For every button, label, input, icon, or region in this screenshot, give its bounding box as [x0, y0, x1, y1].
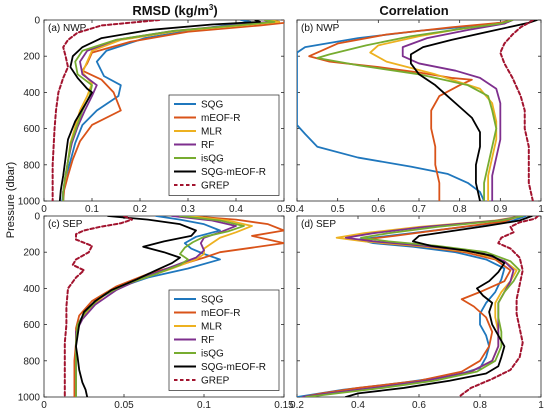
series-group [51, 20, 284, 201]
axes-frame [43, 19, 285, 202]
series-group [297, 20, 538, 201]
x-tick-label: 0 [41, 204, 47, 215]
legend-entry: mEOF-R [201, 308, 240, 319]
panel-label: (a) NWP [48, 23, 87, 34]
y-tick-label: 800 [23, 356, 40, 367]
panel-label: (c) SEP [48, 219, 83, 230]
x-tick-label: 0.2 [133, 204, 147, 215]
x-tick-label: 0.5 [331, 204, 345, 215]
x-tick-label: 0.3 [181, 204, 195, 215]
legend-entry: RF [201, 140, 214, 151]
x-tick-label: 0.5 [277, 204, 291, 215]
series-line-isqg [75, 216, 245, 397]
series-line-sqg-meof-r [409, 20, 538, 201]
x-tick-label: 0.4 [229, 204, 243, 215]
series-line-sqg-meof-r [75, 216, 197, 397]
series-line-rf [401, 20, 514, 201]
x-tick-label: 0.7 [412, 204, 426, 215]
panel-2: 0.4 0.5 0.6 0.7 0.8 0.9 1 (b) NWP [290, 19, 544, 215]
y-tick-label: 0 [34, 16, 40, 27]
legend-entry: isQG [201, 349, 224, 360]
series-line-grep [499, 20, 534, 201]
panel-4: 0.2 0.4 0.6 0.8 1 (d) SEP [290, 215, 544, 411]
x-tick-label: 0 [41, 400, 47, 411]
x-tick-label: 0.4 [351, 400, 365, 411]
x-tick-label: 0.6 [412, 400, 426, 411]
legend-entry: MLR [201, 127, 222, 138]
series-line-grep [63, 216, 133, 397]
series-line-isqg [62, 20, 276, 201]
legend: SQG mEOF-R MLR RF isQG SQG-mEOF-R GREP [168, 289, 280, 391]
panel-1: 0 0.1 0.2 0.3 0.4 0.5 0 200 400 600 800 1000 (a) NWP… [18, 16, 292, 216]
series-line-grep [51, 20, 161, 201]
legend: SQG mEOF-R MLR RF isQG SQG-mEOF-R GREP [168, 94, 280, 196]
y-tick-label: 400 [23, 284, 40, 295]
series-line-grep [457, 216, 539, 397]
legend-entry: RF [201, 335, 214, 346]
x-tick-label: 0.6 [371, 204, 385, 215]
legend-entry: GREP [201, 376, 230, 387]
series-line-sqg-meof-r [344, 216, 533, 397]
series-group [63, 216, 284, 397]
legend-entry: SQG [201, 100, 223, 111]
panel-3: 0 0.05 0.1 0.15 0 200 400 600 800 1000 (c) SEP SQG m… [18, 212, 294, 412]
series-line-isqg [316, 20, 514, 201]
x-tick-label: 0.9 [493, 204, 507, 215]
y-axis-label: Pressure (dbar) [5, 162, 17, 238]
series-line-mlr [369, 20, 514, 201]
legend-entry: SQG-mEOF-R [201, 167, 266, 178]
axes-frame [296, 19, 542, 202]
y-tick-label: 800 [23, 160, 40, 171]
panel-label: (d) SEP [301, 219, 336, 230]
x-tick-label: 1 [538, 400, 544, 411]
series-line-sqg-meof-r [58, 20, 261, 201]
y-tick-label: 1000 [18, 393, 41, 404]
y-tick-label: 400 [23, 88, 40, 99]
legend-entry: mEOF-R [201, 113, 240, 124]
legend-entry: isQG [201, 154, 224, 165]
y-tick-label: 200 [23, 52, 40, 63]
series-group [297, 216, 539, 397]
series-line-meof-r [62, 20, 284, 201]
axes-frame [43, 215, 285, 398]
column-title-rmsd: RMSD (kg/m3) [132, 3, 217, 18]
legend-entry: SQG [201, 295, 223, 306]
series-line-meof-r [308, 20, 514, 201]
x-tick-label: 0.05 [114, 400, 134, 411]
panel-label: (b) NWP [301, 23, 340, 34]
legend-entry: SQG-mEOF-R [201, 362, 266, 373]
x-tick-label: 1 [538, 204, 544, 215]
x-tick-label: 0.4 [290, 204, 304, 215]
x-tick-label: 0.1 [85, 204, 99, 215]
series-line-rf [302, 216, 524, 397]
column-title-correlation: Correlation [379, 3, 448, 18]
y-tick-label: 1000 [18, 197, 41, 208]
x-tick-label: 0.15 [274, 400, 294, 411]
y-tick-label: 200 [23, 248, 40, 259]
y-tick-label: 600 [23, 320, 40, 331]
x-tick-label: 0.2 [290, 400, 304, 411]
legend-entry: MLR [201, 322, 222, 333]
x-tick-label: 0.8 [473, 400, 487, 411]
x-tick-label: 0.1 [197, 400, 211, 411]
series-line-isqg [305, 216, 524, 397]
y-tick-label: 0 [34, 212, 40, 223]
legend-entry: GREP [201, 181, 230, 192]
y-tick-label: 600 [23, 124, 40, 135]
x-tick-label: 0.8 [453, 204, 467, 215]
